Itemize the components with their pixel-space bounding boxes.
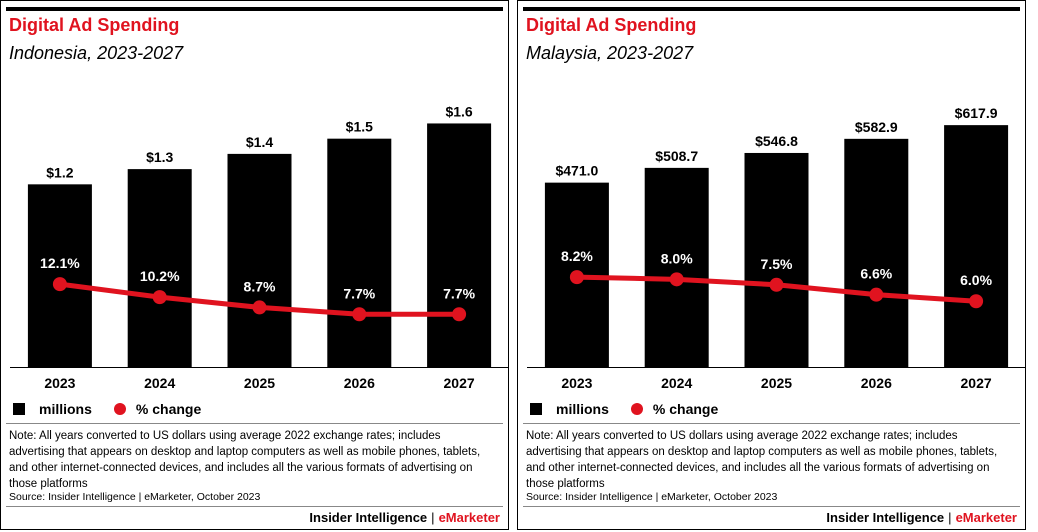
brand-footer: Insider Intelligence | eMarketer [826, 510, 1017, 525]
x-tick-label: 2025 [761, 375, 792, 391]
brand-name: Insider Intelligence [309, 510, 428, 525]
pct-change-label: 8.2% [561, 248, 593, 264]
pct-change-label: 7.7% [343, 285, 375, 301]
legend-line-label: % change [135, 401, 202, 417]
bar-value-label: $471.0 [555, 163, 598, 179]
bar-value-label: $617.9 [955, 105, 998, 121]
legend: millions % change [13, 400, 201, 418]
legend-bar-label: millions [39, 401, 92, 417]
legend-bar-swatch [530, 403, 542, 415]
pct-change-point [52, 277, 67, 292]
chart-panel-indonesia: Digital Ad Spending Indonesia, 2023-2027… [0, 0, 509, 530]
bar-2025 [227, 153, 292, 367]
bar-2026 [844, 138, 909, 367]
legend-bar-label: millions [556, 401, 609, 417]
divider [6, 506, 503, 507]
pct-change-label: 8.7% [244, 278, 276, 294]
bar-value-label: $582.9 [855, 119, 898, 135]
pct-change-label: 10.2% [140, 268, 180, 284]
legend-line-swatch [113, 403, 126, 415]
x-tick-label: 2023 [561, 375, 592, 391]
pct-change-label: 6.6% [860, 266, 892, 282]
legend-line-swatch [630, 403, 643, 415]
legend-line-label: % change [652, 401, 719, 417]
brand-separator: | [948, 510, 952, 525]
bar-2027 [427, 123, 492, 367]
x-tick-label: 2026 [344, 375, 375, 391]
divider [6, 423, 503, 424]
pct-change-point [569, 270, 584, 285]
pct-change-label: 7.7% [443, 285, 475, 301]
x-tick-label: 2023 [44, 375, 75, 391]
bar-2024 [644, 167, 709, 367]
top-rule [6, 7, 503, 11]
bar-2024 [127, 169, 192, 367]
pct-change-label: 7.5% [761, 256, 793, 272]
legend: millions % change [530, 400, 718, 418]
chart-note: Note: All years converted to US dollars … [9, 430, 481, 490]
bar-2025 [744, 152, 809, 367]
bar-2026 [327, 138, 392, 367]
chart-source: Source: Insider Intelligence | eMarketer… [526, 491, 778, 503]
bar-value-label: $1.4 [246, 134, 273, 150]
bar-2023 [27, 184, 92, 367]
brand-sub: eMarketer [438, 510, 500, 525]
bar-value-label: $1.3 [146, 149, 173, 165]
bar-value-label: $1.2 [46, 164, 73, 180]
divider [523, 423, 1020, 424]
pct-change-point [769, 277, 784, 292]
chart-source: Source: Insider Intelligence | eMarketer… [9, 491, 261, 503]
divider [523, 506, 1020, 507]
pct-change-point [669, 272, 684, 287]
pct-change-label: 6.0% [960, 272, 992, 288]
x-tick-label: 2024 [661, 375, 692, 391]
bar-value-label: $508.7 [655, 148, 698, 164]
brand-sub: eMarketer [955, 510, 1017, 525]
legend-bar-swatch [13, 403, 25, 415]
brand-separator: | [431, 510, 435, 525]
top-rule [523, 7, 1020, 11]
chart-plot-indonesia: $1.2 2023 $1.3 2024 $1.4 2025 $1.5 2026 $1.6 2027… [10, 103, 509, 391]
pct-change-label: 12.1% [40, 255, 80, 271]
pct-change-point [152, 290, 167, 305]
chart-note: Note: All years converted to US dollars … [526, 430, 998, 490]
x-tick-label: 2024 [144, 375, 175, 391]
chart-subtitle: Malaysia, 2023-2027 [526, 43, 694, 63]
chart-title: Digital Ad Spending [526, 15, 697, 35]
pct-change-point [869, 287, 884, 302]
x-tick-label: 2027 [444, 375, 475, 391]
x-tick-label: 2025 [244, 375, 275, 391]
bar-value-label: $546.8 [755, 133, 798, 149]
pct-change-point [252, 300, 267, 315]
brand-name: Insider Intelligence [826, 510, 945, 525]
bar-2027 [944, 125, 1009, 367]
brand-footer: Insider Intelligence | eMarketer [309, 510, 500, 525]
chart-title: Digital Ad Spending [9, 15, 180, 35]
chart-plot-malaysia: $471.0 2023 $508.7 2024 $546.8 2025 $582.9 2026… [527, 105, 1026, 391]
bar-value-label: $1.5 [346, 119, 373, 135]
pct-change-point [352, 307, 367, 322]
x-tick-label: 2026 [861, 375, 892, 391]
bar-value-label: $1.6 [445, 103, 472, 119]
pct-change-point [452, 307, 467, 322]
chart-subtitle: Indonesia, 2023-2027 [9, 43, 184, 63]
pct-change-point [969, 294, 984, 309]
chart-panel-malaysia: Digital Ad Spending Malaysia, 2023-2027 … [517, 0, 1026, 530]
x-tick-label: 2027 [961, 375, 992, 391]
pct-change-label: 8.0% [661, 250, 693, 266]
